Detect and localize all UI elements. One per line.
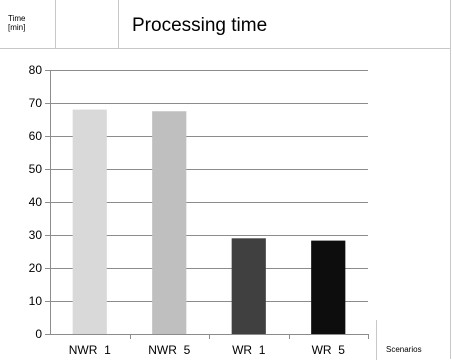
y-tick-label: 0 [35,327,42,341]
y-tick-label: 20 [29,261,43,275]
y-tick-label: 30 [29,228,43,242]
x-tick-label: NWR 5 [148,343,190,357]
x-tick-label: WR 5 [312,343,346,357]
y-tick-label: 50 [29,162,43,176]
x-axis-label: Scenarios [386,345,422,354]
bar-nwr-1 [72,109,107,334]
x-tick-label: NWR 1 [69,343,111,357]
bar-wr-5 [311,240,346,334]
y-tick-label: 80 [29,63,43,77]
y-tick-label: 60 [29,129,43,143]
bar-nwr-5 [152,111,187,334]
bar-wr-1 [231,238,266,334]
y-axis-label-line-2: [min] [8,23,26,32]
y-tick-label: 10 [29,294,43,308]
y-axis-label-line-1: Time [8,14,26,23]
x-tick-label: WR 1 [232,343,266,357]
y-axis-label: Time [min] [8,14,25,32]
y-tick-label: 70 [29,96,43,110]
y-tick-label: 40 [29,195,43,209]
chart-title: Processing time [132,15,268,36]
